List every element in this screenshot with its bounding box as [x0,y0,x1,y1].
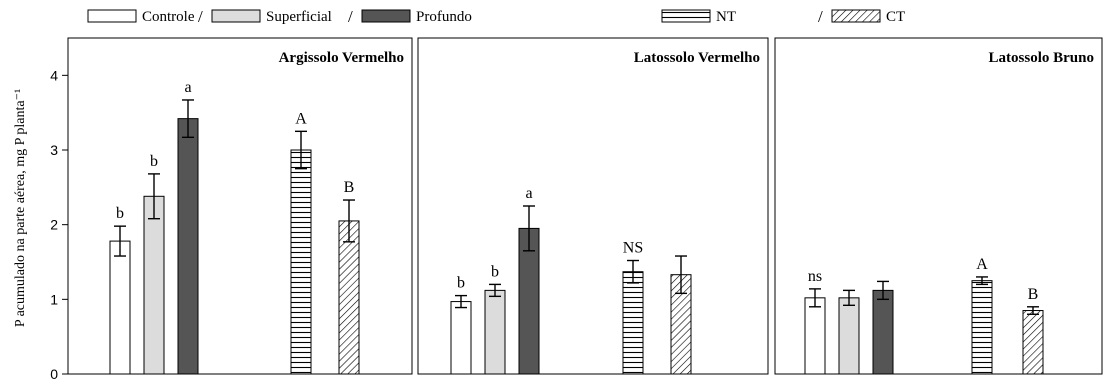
legend-swatch-nt [661,9,711,23]
y-tick-label-4: 4 [50,67,58,83]
panel-frame-1 [417,37,769,375]
bar-0-4 [338,220,360,375]
bar-0-0 [109,240,131,375]
bar-0-3 [290,149,312,375]
bar-2-0 [804,297,826,375]
panel-title-0: Argissolo Vermelho [279,50,404,66]
significance-letter-2-0: ns [808,268,822,285]
bar-2-2 [872,289,894,375]
significance-letter-1-3: NS [623,240,643,257]
legend-separator-2: / [348,7,353,26]
legend-label-ct: CT [886,9,905,25]
significance-letter-0-4: B [344,179,355,196]
bar-1-1 [484,289,506,375]
significance-letter-0-1: b [150,153,158,170]
panel-frame-0 [67,37,413,375]
legend-swatch-profundo [361,9,411,23]
y-tick-label-2: 2 [50,217,58,233]
bar-2-4 [1022,310,1044,375]
legend-label-controle: Controle [142,9,195,25]
y-tick-label-3: 3 [50,142,58,158]
legend-separator-1: / [198,7,203,26]
significance-letter-0-0: b [116,205,124,222]
significance-letter-1-0: b [457,275,465,292]
y-tick-label-1: 1 [50,291,58,307]
bar-1-0 [450,301,472,375]
legend-separator-3: / [818,7,823,26]
significance-letter-0-2: a [184,79,191,96]
bar-0-2 [177,118,199,375]
legend-label-profundo: Profundo [416,9,472,25]
significance-letter-2-4: B [1028,286,1039,303]
significance-letter-1-1: b [491,263,499,280]
bar-2-3 [971,280,993,375]
panel-frame-2 [774,37,1103,375]
legend-swatch-ct [831,9,881,23]
y-axis-label: P acumulado na parte aérea, mg P planta⁻… [13,89,28,327]
bar-0-1 [143,195,165,375]
legend-label-nt: NT [716,9,736,25]
legend: Controle / Superficial / Profundo NT / C… [87,7,905,26]
panel-title-1: Latossolo Vermelho [634,50,760,66]
legend-swatch-controle [87,9,137,23]
bar-1-3 [622,271,644,375]
significance-letter-1-2: a [525,185,532,202]
panel-title-2: Latossolo Bruno [989,50,1094,66]
significance-letter-0-3: A [295,110,307,127]
legend-label-superficial: Superficial [266,9,332,25]
bar-2-1 [838,297,860,375]
plot-layer: 0 1 2 3 4 Argissolo Vermelho b b a A B Latossolo Ve… [50,37,1103,379]
legend-swatch-superficial [211,9,261,23]
significance-letter-2-3: A [976,256,988,273]
y-tick-label-0: 0 [50,366,58,379]
